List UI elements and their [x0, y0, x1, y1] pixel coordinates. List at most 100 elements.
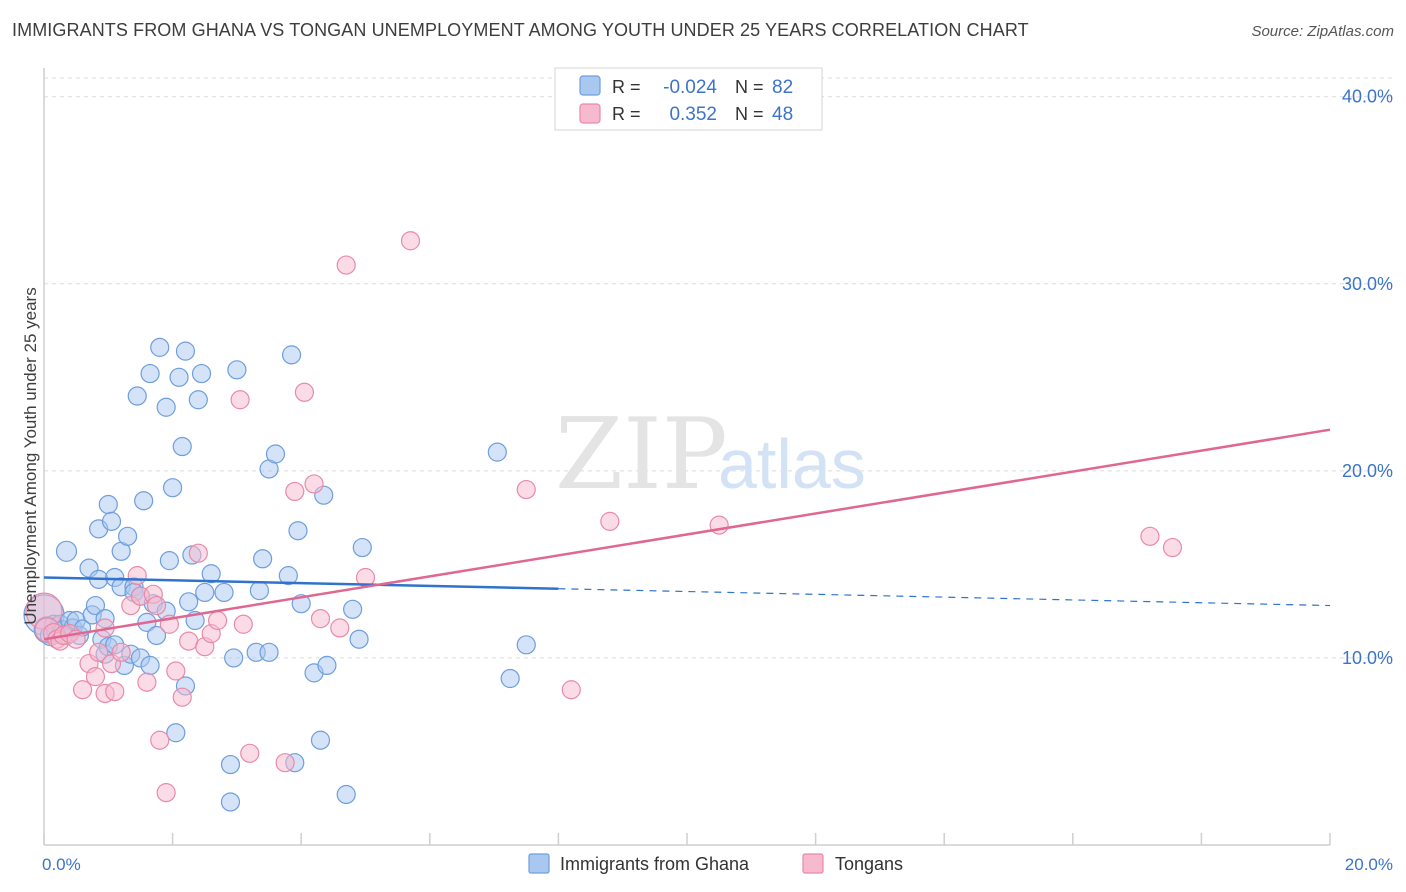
tongan-point-44	[400, 231, 421, 251]
ghana-point-82	[349, 629, 369, 649]
ghana-point-86	[516, 635, 536, 655]
y-tick-label-0: 10.0%	[1342, 648, 1393, 668]
tongan-point-32	[208, 610, 228, 631]
tongan-point-28	[179, 631, 199, 651]
legend-n-value-1: 48	[772, 104, 793, 125]
ghana-point-53	[179, 592, 199, 612]
tongan-point-40	[310, 609, 331, 629]
tongan-point-11	[89, 642, 109, 662]
ghana-point-81	[343, 599, 363, 619]
series-legend: Immigrants from Ghana Tongans	[528, 853, 903, 874]
tongan-point-47	[600, 511, 620, 531]
ghana-point-66	[249, 580, 270, 601]
legend-n-label-1: N =	[735, 104, 764, 124]
tongan-point-20	[137, 672, 157, 692]
legend-r-label-0: R =	[612, 77, 641, 97]
tongan-point-33	[230, 390, 250, 410]
x-tick-label-0: 0.0%	[42, 855, 81, 874]
ghana-trendline-extension	[558, 588, 1331, 607]
tongan-point-18	[127, 566, 147, 586]
ghana-point-16	[85, 595, 106, 616]
y-tick-labels: 10.0% 20.0% 30.0% 40.0%	[1342, 87, 1393, 668]
ghana-point-59	[201, 564, 221, 584]
bottom-legend-label-ghana: Immigrants from Ghana	[560, 854, 750, 874]
tongan-point-42	[336, 255, 356, 275]
tongan-point-27	[172, 687, 192, 707]
bottom-legend-swatch-tongan	[802, 853, 824, 874]
ghana-point-77	[310, 730, 331, 750]
y-tick-label-2: 30.0%	[1342, 274, 1393, 294]
ghana-point-60	[214, 582, 234, 603]
tongan-point-37	[285, 481, 305, 502]
tongan-point-36	[275, 753, 295, 773]
ghana-point-58	[195, 582, 215, 603]
ghana-point-40	[140, 363, 160, 384]
chart-title: IMMIGRANTS FROM GHANA VS TONGAN UNEMPLOY…	[12, 20, 1029, 40]
ghana-point-63	[227, 360, 247, 380]
ghana-point-48	[166, 723, 186, 743]
ghana-point-80	[336, 784, 356, 805]
y-tick-label-1: 20.0%	[1342, 461, 1393, 481]
y-tick-label-3: 40.0%	[1342, 87, 1393, 107]
ghana-point-71	[278, 566, 298, 586]
ghana-point-24	[101, 511, 122, 531]
tongan-point-41	[330, 618, 350, 638]
watermark-zip: ZIP	[555, 398, 728, 512]
tongan-point-35	[240, 743, 260, 763]
ghana-point-50	[172, 436, 192, 457]
trendlines	[43, 428, 1331, 641]
correlation-legend: R = -0.024 N = 82 R = 0.352 N = 48	[554, 67, 823, 131]
ghana-point-45	[156, 397, 176, 417]
ghana-point-56	[188, 390, 208, 410]
ghana-point-83	[352, 537, 372, 558]
ghana-point-74	[288, 521, 308, 541]
ghana-point-84	[487, 442, 507, 462]
legend-n-label-0: N =	[735, 77, 764, 97]
ghana-point-43	[150, 337, 170, 357]
tongan-point-26	[166, 661, 186, 681]
ghana-point-13	[55, 540, 78, 562]
ghana-point-64	[220, 792, 241, 812]
tongan-point-15	[105, 681, 125, 702]
ghana-point-61	[220, 754, 241, 775]
ghana-point-39	[140, 655, 160, 676]
ghana-point-46	[159, 551, 179, 571]
legend-swatch-tongan	[579, 103, 601, 124]
ghana-point-30	[117, 526, 138, 546]
tongan-point-45	[516, 479, 536, 500]
x-axis-ticks	[43, 833, 1331, 845]
legend-r-value-1: 0.352	[669, 104, 717, 125]
ghana-point-85	[500, 668, 520, 689]
tongan-point-29	[188, 543, 208, 563]
ghana-points	[23, 337, 536, 812]
ghana-point-62	[224, 648, 244, 668]
ghana-point-42	[146, 625, 167, 646]
legend-r-value-0: -0.024	[663, 77, 717, 98]
tongan-points	[25, 231, 1183, 803]
ghana-point-70	[265, 444, 286, 464]
tongan-point-22	[146, 595, 167, 616]
ghana-point-72	[281, 345, 302, 365]
bottom-legend-label-tongan: Tongans	[835, 854, 903, 874]
bottom-legend-swatch-ghana	[528, 853, 550, 874]
tongan-point-10	[85, 667, 106, 687]
tongan-point-39	[304, 474, 324, 494]
tongan-point-50	[1162, 537, 1183, 558]
ghana-point-37	[134, 491, 154, 511]
tongan-trendline	[43, 428, 1331, 641]
ghana-point-79	[317, 655, 337, 676]
tongan-point-16	[111, 642, 131, 662]
x-tick-label-1: 20.0%	[1345, 855, 1393, 874]
ghana-point-51	[175, 341, 196, 361]
tongan-point-46	[561, 680, 581, 700]
ghana-point-47	[163, 478, 183, 498]
legend-r-label-1: R =	[612, 104, 641, 124]
legend-swatch-ghana	[579, 75, 601, 96]
watermark-atlas: atlas	[718, 425, 866, 503]
tongan-point-34	[233, 614, 253, 634]
legend-n-value-0: 82	[772, 77, 793, 98]
ghana-point-69	[259, 642, 279, 662]
tongan-point-49	[1140, 526, 1160, 546]
ghana-trendline	[43, 576, 559, 590]
